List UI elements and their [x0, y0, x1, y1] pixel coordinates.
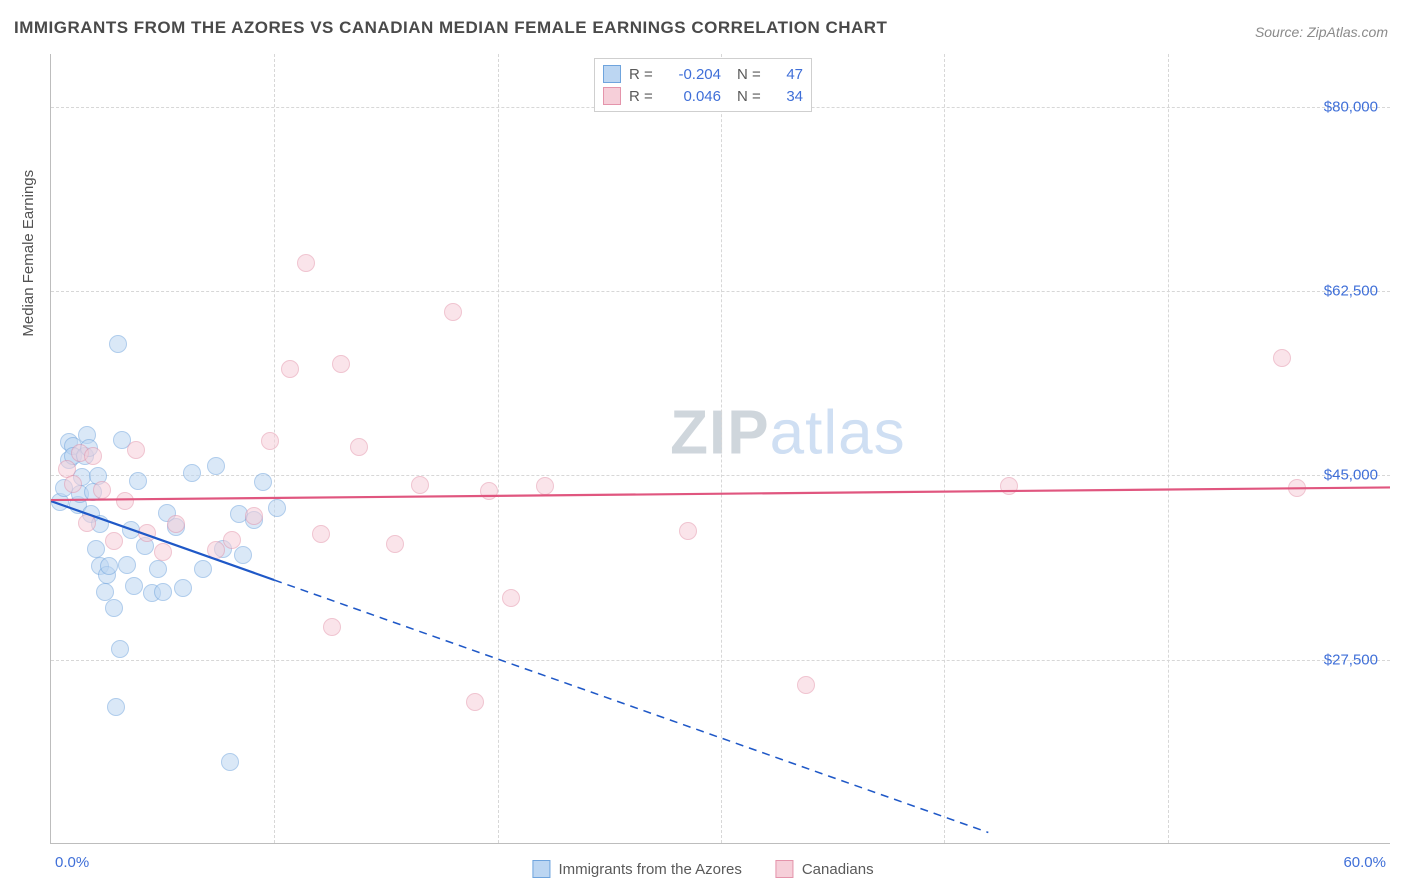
watermark: ZIPatlas	[670, 397, 905, 468]
x-tick-label: 60.0%	[1343, 854, 1386, 871]
data-point	[332, 355, 350, 373]
data-point	[129, 472, 147, 490]
legend-r-label: R =	[629, 88, 657, 105]
legend-swatch	[603, 65, 621, 83]
stats-legend-row: R = -0.204 N = 47	[603, 63, 803, 85]
data-point	[444, 303, 462, 321]
data-point	[138, 524, 156, 542]
data-point	[679, 522, 697, 540]
watermark-zip: ZIP	[670, 398, 769, 467]
data-point	[297, 254, 315, 272]
data-point	[268, 499, 286, 517]
legend-n-label: N =	[737, 88, 765, 105]
data-point	[480, 482, 498, 500]
data-point	[254, 473, 272, 491]
gridline-vertical	[944, 54, 945, 843]
data-point	[167, 515, 185, 533]
data-point	[245, 507, 263, 525]
data-point	[350, 438, 368, 456]
data-point	[105, 532, 123, 550]
series-legend-item: Immigrants from the Azores	[532, 860, 741, 878]
y-tick-label: $45,000	[1324, 467, 1378, 484]
legend-n-value: 47	[773, 66, 803, 83]
data-point	[411, 476, 429, 494]
legend-swatch	[603, 87, 621, 105]
data-point	[149, 560, 167, 578]
data-point	[116, 492, 134, 510]
data-point	[125, 577, 143, 595]
data-point	[87, 540, 105, 558]
gridline-vertical	[1168, 54, 1169, 843]
data-point	[221, 753, 239, 771]
data-point	[207, 541, 225, 559]
data-point	[1000, 477, 1018, 495]
y-tick-label: $80,000	[1324, 98, 1378, 115]
data-point	[194, 560, 212, 578]
x-tick-label: 0.0%	[55, 854, 89, 871]
data-point	[223, 531, 241, 549]
series-legend-label: Canadians	[802, 861, 874, 878]
data-point	[183, 464, 201, 482]
data-point	[127, 441, 145, 459]
legend-r-value: 0.046	[665, 88, 721, 105]
source-attribution: Source: ZipAtlas.com	[1255, 24, 1388, 40]
y-axis-label: Median Female Earnings	[20, 170, 37, 337]
data-point	[281, 360, 299, 378]
legend-swatch	[776, 860, 794, 878]
data-point	[234, 546, 252, 564]
data-point	[312, 525, 330, 543]
data-point	[84, 447, 102, 465]
chart-title: IMMIGRANTS FROM THE AZORES VS CANADIAN M…	[14, 18, 887, 38]
watermark-atlas: atlas	[770, 398, 906, 467]
data-point	[118, 556, 136, 574]
gridline-vertical	[274, 54, 275, 843]
data-point	[502, 589, 520, 607]
plot-area: ZIPatlas $27,500 $45,000 $62,500 $80,000 0.0…	[50, 54, 1390, 844]
gridline-vertical	[498, 54, 499, 843]
series-legend-label: Immigrants from the Azores	[558, 861, 741, 878]
data-point	[107, 698, 125, 716]
legend-n-value: 34	[773, 88, 803, 105]
data-point	[109, 335, 127, 353]
data-point	[105, 599, 123, 617]
data-point	[797, 676, 815, 694]
legend-r-label: R =	[629, 66, 657, 83]
data-point	[78, 514, 96, 532]
data-point	[466, 693, 484, 711]
data-point	[111, 640, 129, 658]
series-legend-item: Canadians	[776, 860, 874, 878]
data-point	[386, 535, 404, 553]
data-point	[154, 543, 172, 561]
series-legend: Immigrants from the Azores Canadians	[532, 860, 873, 878]
y-tick-label: $27,500	[1324, 651, 1378, 668]
data-point	[207, 457, 225, 475]
data-point	[261, 432, 279, 450]
data-point	[174, 579, 192, 597]
legend-n-label: N =	[737, 66, 765, 83]
data-point	[323, 618, 341, 636]
data-point	[100, 557, 118, 575]
stats-legend-row: R = 0.046 N = 34	[603, 85, 803, 107]
data-point	[154, 583, 172, 601]
data-point	[64, 475, 82, 493]
data-point	[1288, 479, 1306, 497]
stats-legend: R = -0.204 N = 47 R = 0.046 N = 34	[594, 58, 812, 112]
data-point	[536, 477, 554, 495]
data-point	[93, 481, 111, 499]
gridline-vertical	[721, 54, 722, 843]
legend-r-value: -0.204	[665, 66, 721, 83]
legend-swatch	[532, 860, 550, 878]
data-point	[1273, 349, 1291, 367]
y-tick-label: $62,500	[1324, 283, 1378, 300]
